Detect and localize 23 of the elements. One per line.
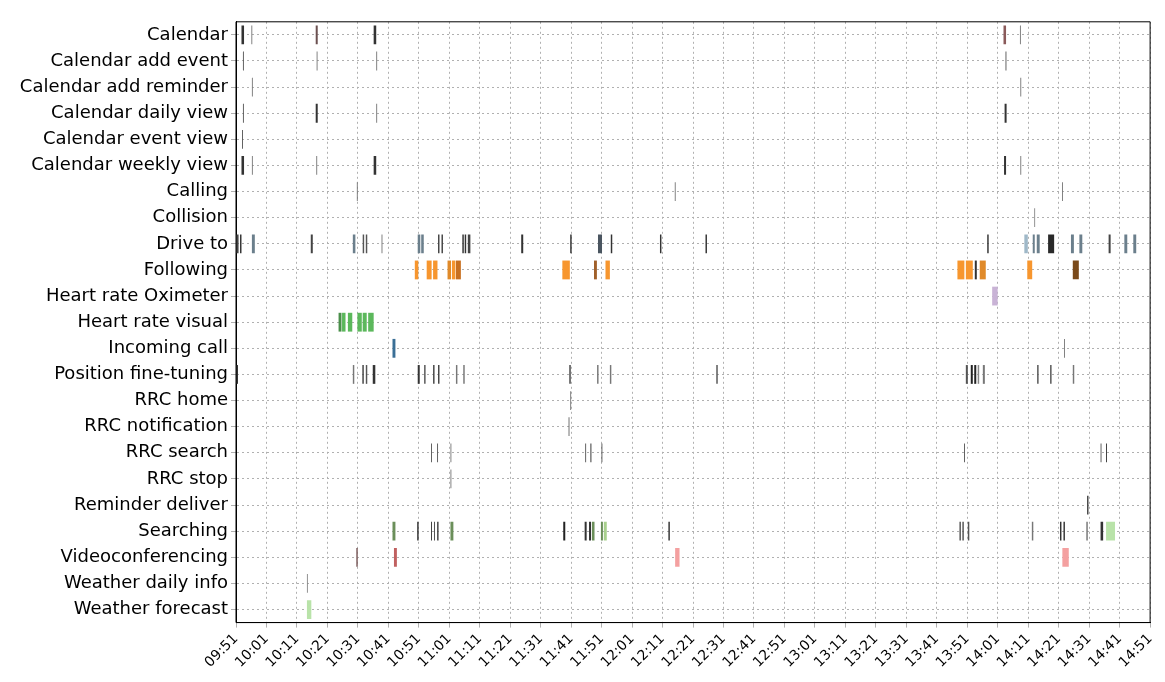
y-tick-label: RRC home	[134, 388, 228, 410]
y-tick-label: Calendar event view	[42, 127, 228, 149]
y-tick-label: Heart rate Oximeter	[45, 283, 229, 305]
y-tick-label: RRC stop	[146, 466, 228, 488]
y-tick-label: Drive to	[156, 231, 228, 253]
y-tick-label: Position fine-tuning	[54, 362, 228, 384]
y-tick-label: Calendar add reminder	[19, 74, 229, 96]
y-tick-label: Heart rate visual	[77, 309, 228, 331]
y-tick-label: Weather daily info	[63, 571, 228, 593]
y-tick-label: Reminder deliver	[74, 492, 229, 514]
y-tick-label: Videoconferencing	[60, 544, 228, 566]
y-tick-label: Incoming call	[108, 335, 228, 357]
y-tick-label: Calendar	[147, 22, 229, 44]
y-tick-label: Calling	[166, 179, 228, 201]
y-tick-label: Searching	[138, 518, 228, 540]
y-tick-label: Following	[143, 257, 228, 279]
y-tick-label: RRC search	[125, 440, 228, 462]
y-tick-label: Calendar add event	[50, 48, 228, 70]
y-tick-label: Weather forecast	[73, 597, 228, 619]
y-tick-label: Calendar weekly view	[31, 153, 228, 175]
y-tick-label: RRC notification	[84, 414, 228, 436]
y-tick-label: Calendar daily view	[51, 100, 228, 122]
y-tick-label: Collision	[152, 205, 228, 227]
